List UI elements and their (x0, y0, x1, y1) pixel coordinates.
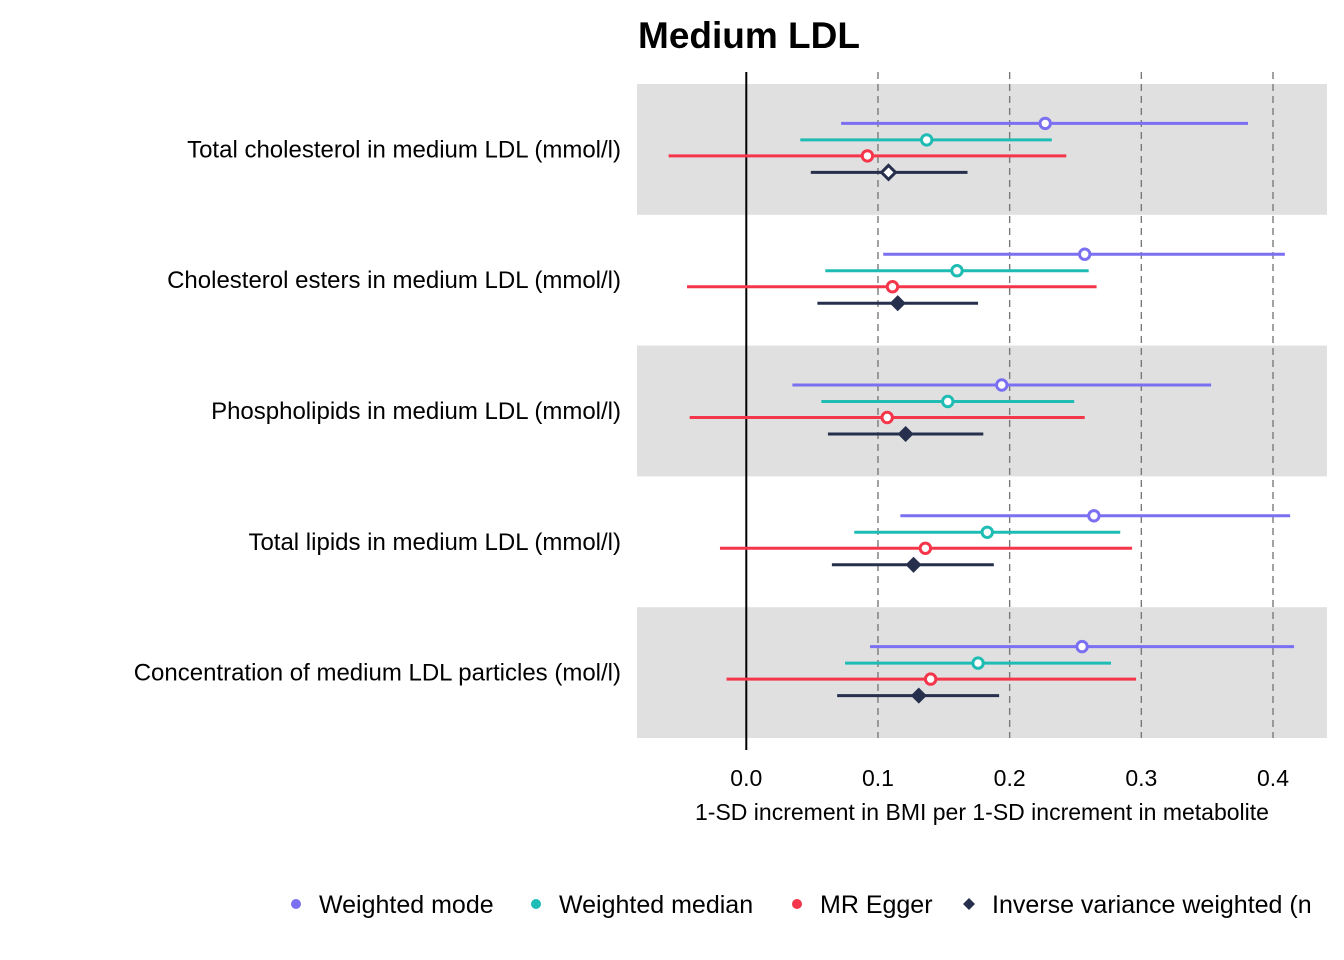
point-estimate-circle (1087, 509, 1101, 523)
point-estimate-circle (1075, 639, 1089, 654)
row-band (637, 345, 1327, 477)
point-estimate-diamond (905, 556, 922, 573)
point-estimate-circle (923, 672, 938, 686)
point-estimate-diamond (910, 687, 927, 704)
legend-label: Weighted mode (319, 891, 494, 919)
chart-title: Medium LDL (638, 15, 860, 56)
legend-key-circle (792, 899, 802, 909)
row-band (637, 607, 1327, 738)
category-label: Total lipids in medium LDL (mmol/l) (248, 529, 621, 556)
legend-label: Weighted median (559, 891, 753, 919)
x-tick-label: 0.4 (1257, 765, 1289, 791)
grid-lines (745, 72, 1274, 750)
point-estimate-circle (1078, 247, 1092, 261)
point-estimate-circle (941, 394, 955, 409)
point-estimate-diamond (897, 425, 914, 443)
legend-key-circle (531, 899, 541, 909)
point-estimate-circle (980, 525, 994, 539)
legend-key-diamond (963, 898, 975, 910)
series-layer (668, 116, 1295, 704)
category-label: Total cholesterol in medium LDL (mmol/l) (187, 136, 621, 163)
x-tick-label: 0.3 (1125, 765, 1157, 791)
category-label: Cholesterol esters in medium LDL (mmol/l… (167, 267, 621, 294)
x-axis-label: 1-SD increment in BMI per 1-SD increment… (695, 799, 1269, 825)
legend: Weighted mode Weighted median MR Egger Inve… (291, 891, 1312, 919)
row-bands (637, 84, 1327, 738)
x-tick-label: 0.1 (862, 765, 894, 791)
x-tick-label: 0.2 (994, 765, 1026, 791)
point-estimate-circle (1038, 116, 1052, 131)
point-estimate-circle (885, 280, 900, 294)
legend-key-circle (291, 899, 301, 909)
category-label: Concentration of medium LDL particles (m… (134, 660, 621, 687)
point-estimate-circle (995, 378, 1009, 392)
legend-label: MR Egger (820, 891, 933, 919)
point-estimate-diamond (879, 163, 898, 182)
category-labels: Total cholesterol in medium LDL (mmol/l)… (134, 136, 621, 686)
legend-label: Inverse variance weighted (n (992, 891, 1312, 919)
point-estimate-circle (880, 410, 894, 425)
x-tick-labels: 0.0 0.1 0.2 0.3 0.4 (730, 765, 1289, 791)
point-estimate-diamond (889, 295, 906, 312)
point-estimate-circle (918, 541, 933, 555)
point-estimate-circle (919, 133, 934, 147)
point-estimate-circle (950, 264, 964, 278)
x-tick-label: 0.0 (730, 765, 762, 791)
category-label: Phospholipids in medium LDL (mmol/l) (211, 398, 621, 425)
point-estimate-circle (860, 149, 875, 163)
row-band (637, 84, 1327, 215)
point-estimate-circle (971, 656, 985, 670)
